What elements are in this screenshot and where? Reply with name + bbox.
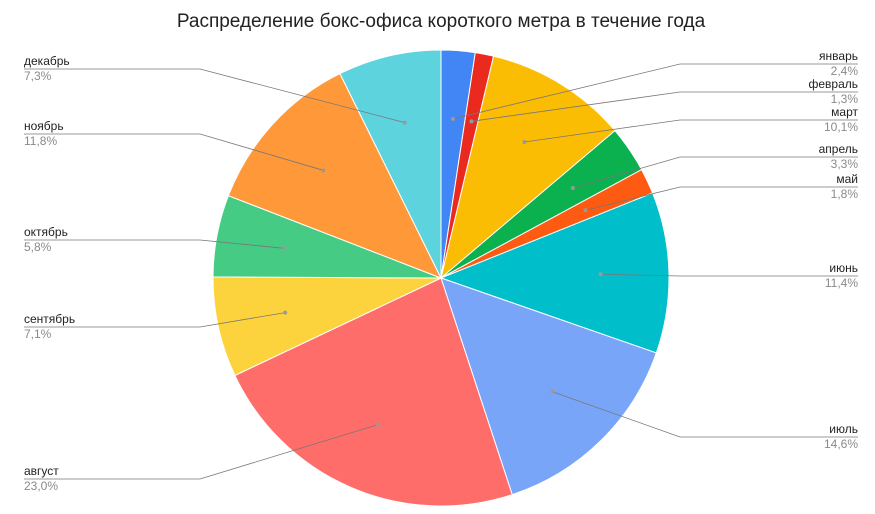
slice-value-label: 14,6% xyxy=(824,437,858,451)
slice-value-label: 7,1% xyxy=(24,327,52,341)
slice-label: февраль xyxy=(808,77,858,91)
pie-slice xyxy=(339,49,442,279)
pie-slice xyxy=(212,276,442,377)
leader-dot xyxy=(522,139,527,144)
slice-value-label: 23,0% xyxy=(24,479,58,493)
slice-value-label: 5,8% xyxy=(24,240,52,254)
leader-line xyxy=(600,273,858,277)
slice-value-label: 2,4% xyxy=(831,64,859,78)
slice-value-label: 10,1% xyxy=(824,120,858,134)
slice-value-label: 1,3% xyxy=(831,92,859,106)
leader-line xyxy=(24,239,285,249)
slice-label: сентябрь xyxy=(24,312,75,326)
leader-line xyxy=(585,186,858,211)
slice-label: май xyxy=(836,172,858,186)
leader-line xyxy=(24,312,286,328)
slice-label: ноябрь xyxy=(24,119,64,133)
leader-dot xyxy=(283,310,288,315)
slice-value-label: 7,3% xyxy=(24,69,52,83)
leader-dot xyxy=(282,246,287,251)
leader-dot xyxy=(570,186,575,191)
leader-line xyxy=(524,119,858,143)
slice-label: июль xyxy=(829,422,858,436)
leader-dot xyxy=(469,119,474,124)
leader-line xyxy=(24,68,405,123)
slice-label: апрель xyxy=(819,142,858,156)
leader-line xyxy=(24,133,324,171)
chart-title: Распределение бокс-офиса короткого метра… xyxy=(177,11,706,32)
slice-label: август xyxy=(24,464,59,478)
slice-label: январь xyxy=(819,49,858,63)
slice-value-label: 11,4% xyxy=(825,276,858,290)
pie-slice xyxy=(439,192,670,354)
leader-line xyxy=(552,391,858,438)
slice-value-label: 1,8% xyxy=(831,187,859,201)
slice-label: март xyxy=(831,105,858,119)
leader-dot xyxy=(550,389,555,394)
leader-dot xyxy=(321,168,326,173)
leader-dot xyxy=(376,422,381,427)
pie-slice xyxy=(227,72,443,279)
leader-dot xyxy=(451,116,456,121)
slice-label: декабрь xyxy=(24,54,70,68)
leader-dot xyxy=(598,272,603,277)
pie-slice xyxy=(234,277,513,507)
leader-line xyxy=(471,91,858,122)
slice-value-label: 11,8% xyxy=(24,134,57,148)
leader-dot xyxy=(583,208,588,213)
slice-label: июнь xyxy=(829,261,858,275)
slice-value-label: 3,3% xyxy=(831,157,859,171)
leader-line xyxy=(572,156,858,189)
slice-label: октябрь xyxy=(24,225,68,239)
leader-line xyxy=(452,63,858,120)
leader-dot xyxy=(402,120,407,125)
leader-line xyxy=(24,424,379,480)
